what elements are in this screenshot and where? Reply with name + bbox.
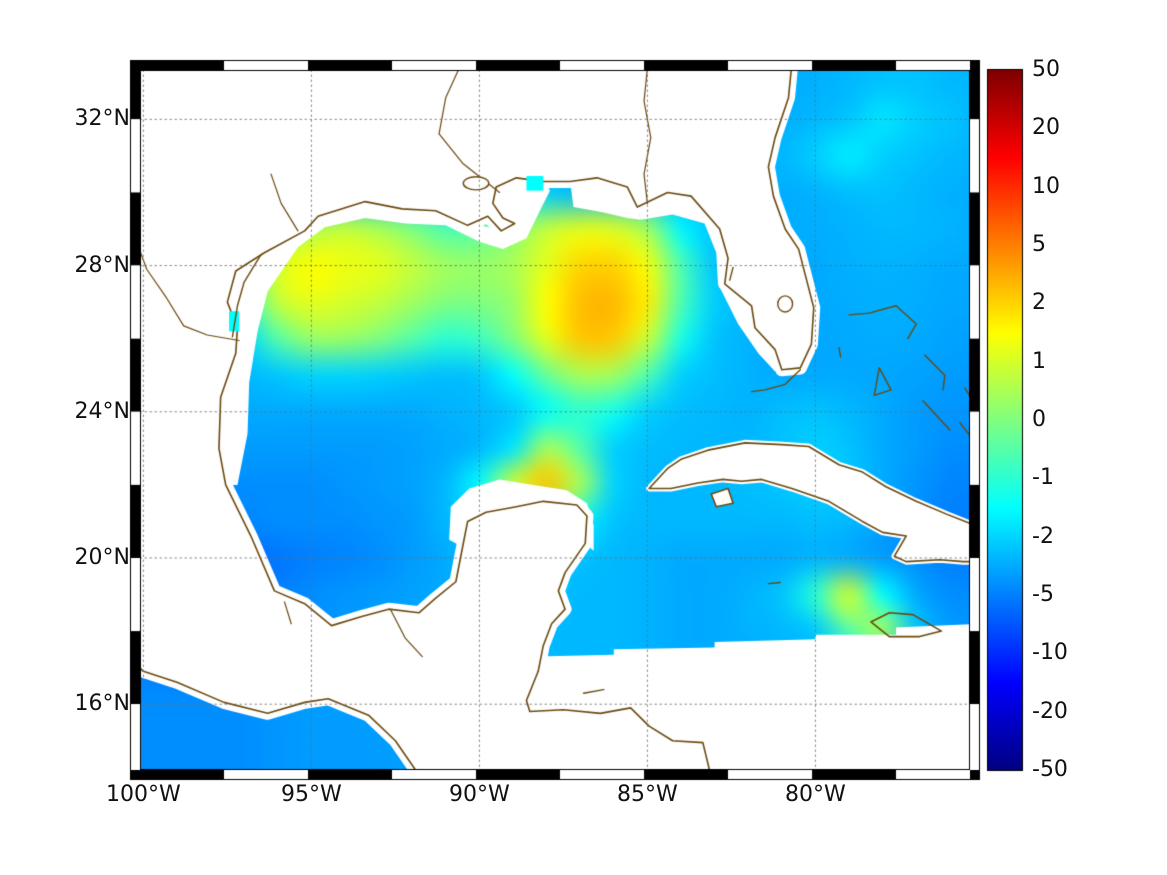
map-plot-canvas xyxy=(0,0,1167,875)
figure: 100°W 95°W 90°W 85°W 80°W 16°N 20°N 24°N 28°N 32… xyxy=(0,0,1167,875)
